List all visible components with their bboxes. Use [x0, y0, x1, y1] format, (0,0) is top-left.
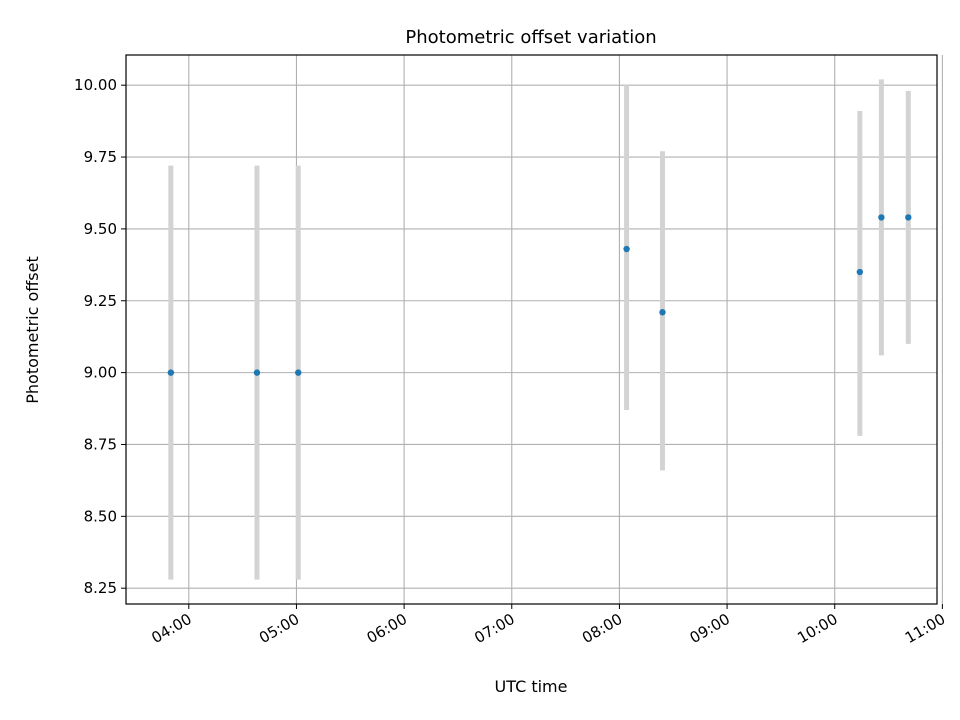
y-tick-label: 10.00: [74, 76, 117, 94]
x-axis-title: UTC time: [495, 677, 568, 696]
y-tick-label: 8.75: [84, 435, 117, 453]
y-tick-label: 9.50: [84, 220, 117, 238]
y-tick-label: 8.25: [84, 579, 117, 597]
data-point: [878, 214, 885, 221]
y-axis: 8.25 8.50 8.75 9.00 9.25 9.50 9.75 10.00: [74, 76, 126, 597]
y-tick-label: 8.50: [84, 507, 117, 525]
data-point: [253, 369, 261, 376]
plot-frame: [125, 54, 938, 605]
chart-title: Photometric offset variation: [405, 27, 656, 48]
data-point: [905, 214, 912, 221]
y-tick-label: 9.25: [84, 292, 117, 310]
data-point: [659, 309, 666, 316]
grid: [126, 55, 943, 604]
y-tick-label: 9.75: [84, 148, 117, 166]
data-points: [167, 214, 912, 376]
data-point: [856, 268, 864, 276]
y-axis-title: Photometric offset: [23, 256, 42, 404]
data-point: [295, 369, 302, 376]
data-point: [167, 369, 175, 376]
data-point: [623, 245, 630, 253]
y-tick-label: 9.00: [84, 364, 117, 382]
